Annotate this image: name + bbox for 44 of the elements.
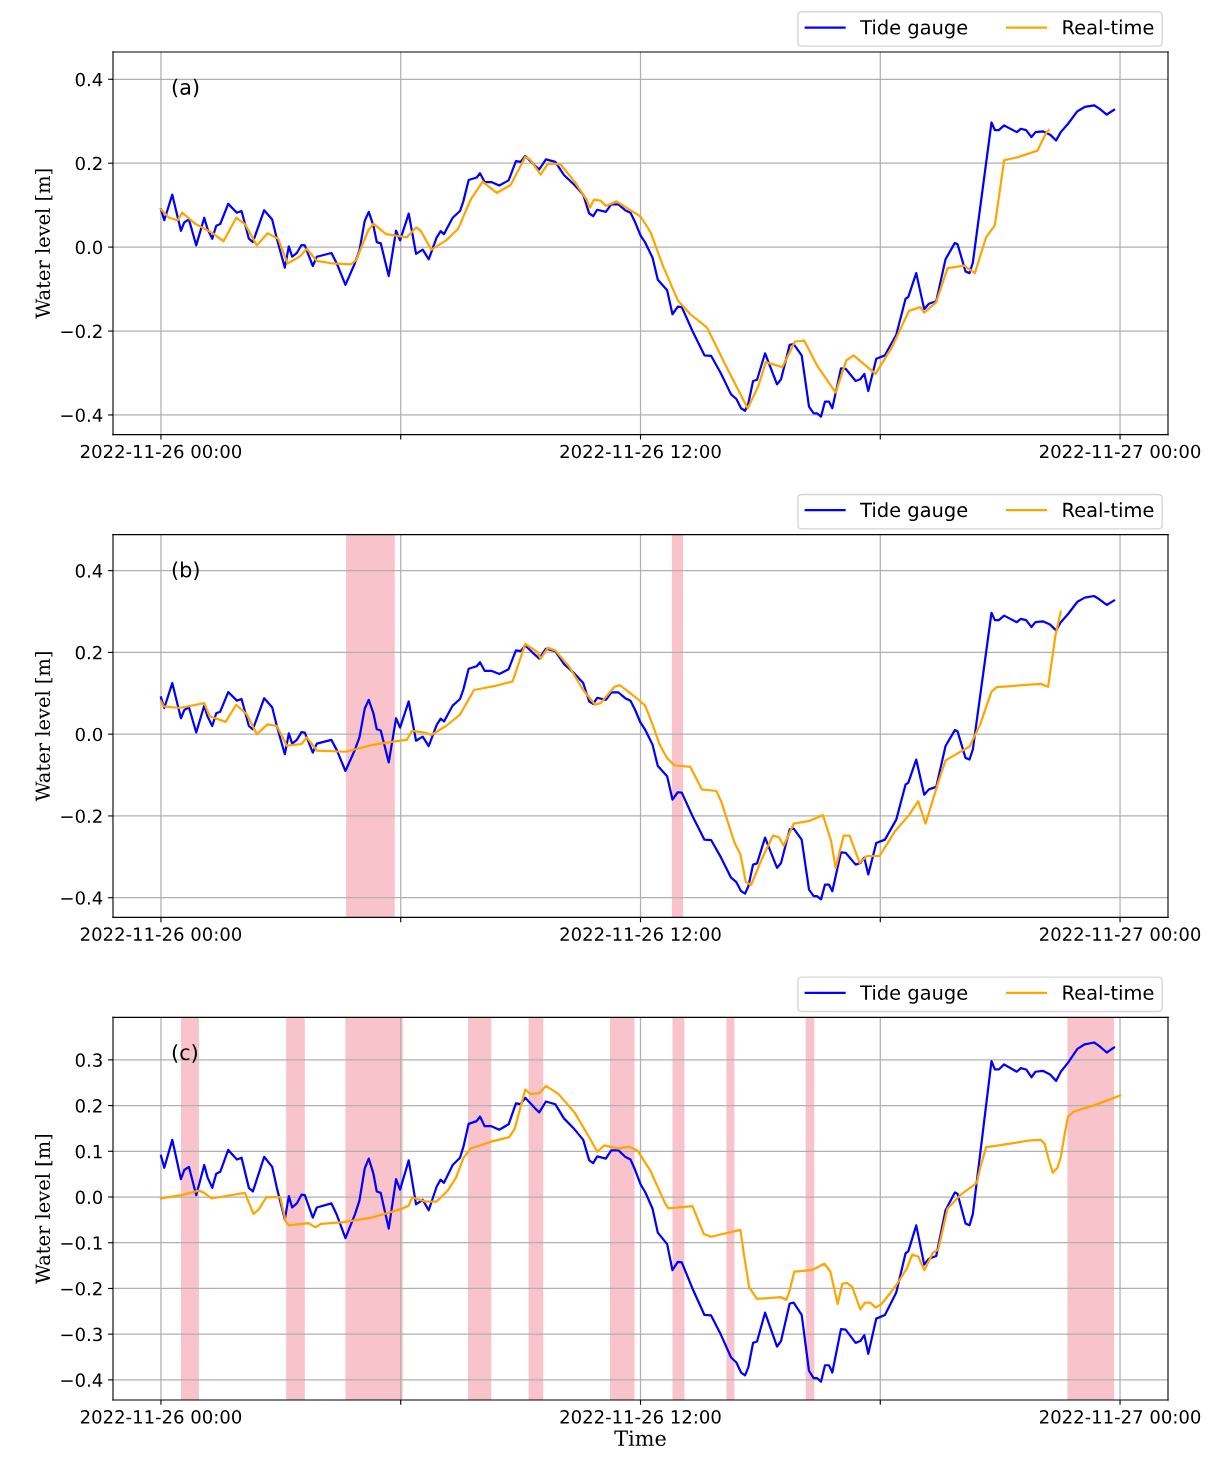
x-tick-label: 2022-11-26 00:00 (80, 444, 242, 459)
y-tick-label: −0.4 (61, 408, 103, 423)
y-tick-label: 0.0 (75, 727, 103, 742)
legend-label: Tide gauge (860, 19, 968, 39)
y-tick-label: 0.3 (75, 1053, 102, 1067)
y-tick-label: −0.4 (61, 891, 103, 905)
y-tick-label: 0.0 (75, 240, 103, 255)
annotation: (a) (172, 78, 199, 98)
x-axis-title: Time (614, 1430, 666, 1447)
y-tick-label: 0.2 (75, 645, 102, 660)
y-tick-label: −0.2 (61, 324, 102, 339)
x-tick-label: 2022-11-26 12:00 (560, 444, 721, 459)
x-tick-label: 2022-11-26 12:00 (560, 1410, 721, 1424)
x-tick-label: 2022-11-26 00:00 (80, 1410, 242, 1424)
x-tick-label: 2022-11-27 00:00 (1040, 927, 1201, 942)
y-tick-label: 0.2 (75, 156, 102, 171)
y-axis-title: Water level [m] (35, 169, 53, 319)
y-tick-label: −0.2 (61, 809, 102, 824)
legend-label: Tide gauge (860, 984, 968, 1004)
x-tick-label: 2022-11-26 12:00 (560, 927, 721, 942)
legend-label: Tide gauge (860, 502, 968, 522)
line-series (159, 128, 1050, 410)
line-series (159, 1084, 1122, 1311)
legend-label: Real-time (1063, 502, 1154, 518)
legend-label: Real-time (1063, 984, 1154, 1000)
y-tick-label: −0.2 (61, 1281, 102, 1296)
y-tick-label: 0.0 (75, 1190, 103, 1205)
y-tick-label: −0.1 (61, 1236, 102, 1250)
annotation: (c) (172, 1044, 197, 1063)
y-axis-title: Water level [m] (35, 1134, 53, 1285)
y-tick-label: 0.2 (75, 1099, 102, 1113)
x-tick-label: 2022-11-26 00:00 (80, 927, 242, 942)
annotation: (b) (172, 561, 199, 581)
y-tick-label: −0.4 (61, 1373, 103, 1387)
y-tick-label: −0.3 (61, 1327, 102, 1342)
line-series (159, 1041, 1116, 1383)
y-tick-label: 0.1 (75, 1144, 102, 1159)
y-tick-label: 0.4 (75, 564, 103, 578)
legend-label: Real-time (1063, 19, 1154, 35)
x-tick-label: 2022-11-27 00:00 (1040, 1410, 1201, 1424)
y-tick-label: 0.4 (75, 72, 103, 87)
line-series (159, 104, 1116, 418)
y-axis-title: Water level [m] (35, 652, 53, 802)
x-tick-label: 2022-11-27 00:00 (1040, 444, 1201, 459)
